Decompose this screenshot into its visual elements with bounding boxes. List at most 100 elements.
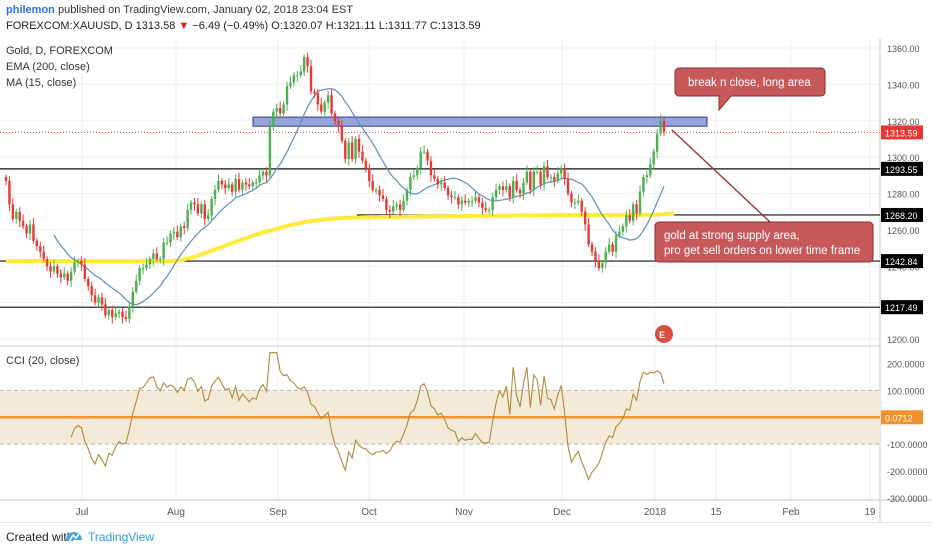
candle: [42, 245, 45, 262]
candle: [642, 174, 645, 197]
supply-zone: [252, 116, 708, 127]
candle: [162, 238, 165, 266]
candle: [374, 187, 378, 195]
tradingview-brand[interactable]: TradingView: [88, 530, 155, 544]
ma-layer: [53, 88, 665, 306]
callout-bottom[interactable]: gold at strong supply area, pro get sell…: [654, 129, 874, 263]
candle: [556, 167, 559, 184]
candle: [203, 199, 206, 226]
candle: [597, 254, 601, 271]
ma-line: [53, 88, 665, 306]
price-tag: [881, 125, 923, 140]
candle: [354, 136, 357, 164]
candle: [522, 178, 525, 200]
time-tick-label: Dec: [553, 507, 571, 518]
candle: [638, 185, 642, 217]
candle: [392, 199, 395, 215]
price-tag: [881, 161, 923, 176]
candle: [426, 148, 429, 166]
candle: [313, 88, 316, 99]
candle: [217, 174, 220, 193]
author-name[interactable]: philemon: [6, 4, 55, 16]
cci-current-label: 0.0712: [885, 413, 913, 423]
candle: [573, 198, 577, 209]
candle: [368, 163, 371, 188]
candle: [241, 179, 244, 195]
down-arrow-icon: ▼: [178, 20, 190, 32]
candle: [59, 268, 63, 284]
price-tag-label: 1313.59: [885, 128, 918, 138]
candle: [111, 305, 114, 324]
candle: [265, 167, 268, 182]
event-icon[interactable]: E: [655, 325, 673, 343]
candle: [152, 248, 155, 266]
candle: [234, 174, 237, 199]
candle: [361, 145, 364, 164]
time-tick-label: Nov: [455, 507, 473, 518]
candle: [625, 210, 628, 233]
price-tick-label: 1260.00: [887, 226, 920, 236]
price-tick-label: 1340.00: [887, 80, 920, 90]
time-axis: Jul Aug Sep Oct Nov Dec 2018 15 Feb 19: [76, 507, 876, 518]
callout-top-text: break n close, long area: [688, 77, 811, 89]
candle: [498, 183, 501, 195]
candle: [378, 185, 381, 202]
candle: [210, 196, 213, 220]
chart-header: philemon published on TradingView.com, J…: [0, 0, 932, 36]
candle: [481, 198, 484, 215]
candle: [230, 181, 234, 197]
candle: [285, 81, 289, 111]
candle: [261, 168, 265, 180]
candle: [45, 256, 49, 271]
candle: [436, 176, 440, 189]
candle: [542, 161, 546, 191]
candle: [63, 267, 66, 280]
candle: [296, 70, 299, 82]
cci-tick-label: -300.0000: [887, 494, 928, 504]
candle: [635, 199, 638, 220]
candle: [470, 196, 474, 208]
candle: [155, 247, 158, 262]
candle: [39, 241, 42, 259]
candle: [474, 190, 477, 204]
candle: [433, 168, 436, 182]
candle: [491, 192, 494, 217]
candle: [28, 219, 32, 240]
candle: [138, 265, 141, 286]
candle: [512, 176, 515, 204]
cci-tick-label: 100.0000: [887, 386, 925, 396]
candle: [395, 201, 398, 211]
time-tick-label: Jul: [76, 507, 89, 518]
candle: [196, 198, 200, 217]
callout-bottom-line2: pro get sell orders on lower time frame: [664, 245, 860, 257]
candle: [172, 227, 176, 240]
candle: [299, 65, 302, 79]
candle: [56, 263, 59, 279]
candle: [549, 174, 553, 182]
symbol-label: FOREXCOM:XAUUSD, D: [6, 20, 133, 32]
candle: [186, 203, 189, 231]
candle: [535, 165, 539, 175]
candle: [114, 307, 117, 320]
candle: [405, 187, 409, 206]
candle: [21, 214, 25, 229]
candle: [316, 88, 320, 111]
candle: [87, 276, 90, 291]
last-price: 1313.58: [135, 20, 176, 32]
candle: [467, 198, 470, 208]
candle: [237, 172, 241, 193]
time-tick-label: Feb: [782, 507, 800, 518]
candle: [254, 178, 258, 189]
ohlc-line: FOREXCOM:XAUUSD, D 1313.58 ▼ −6.49 (−0.4…: [6, 20, 481, 32]
price-tick-label: 1320.00: [887, 117, 920, 127]
candle: [532, 167, 535, 197]
time-tick-label: Aug: [167, 507, 185, 518]
candle: [15, 208, 18, 224]
callout-top[interactable]: break n close, long area: [674, 67, 826, 112]
cci-tick-label: 200.0000: [887, 359, 925, 369]
price-tag-label: 1242.84: [885, 257, 918, 267]
candle: [227, 178, 230, 191]
candle: [76, 258, 80, 268]
price-axis: 1360.00 1340.00 1320.00 1300.00 1280.00 1260.…: [881, 44, 923, 345]
